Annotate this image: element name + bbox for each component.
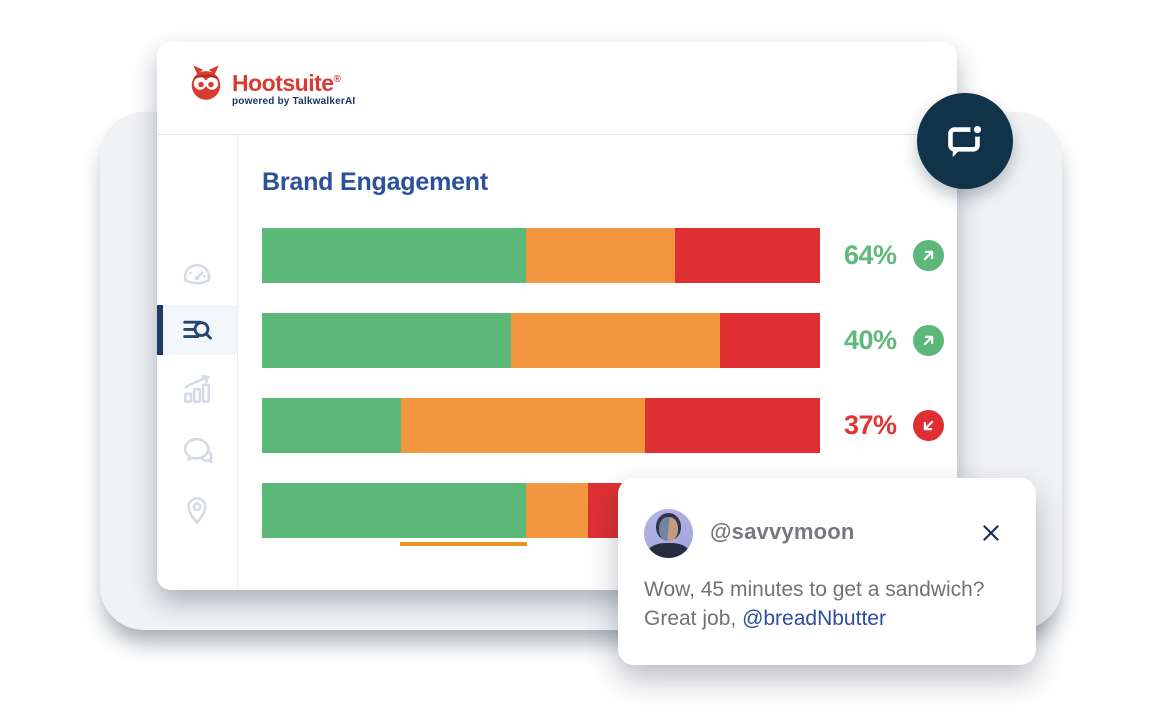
chart-bar-row: 64% xyxy=(262,228,944,283)
bar-underline-accent xyxy=(400,542,527,546)
avatar xyxy=(644,509,693,558)
sidebar-item-messages[interactable] xyxy=(157,425,237,475)
chat-bubble-icon xyxy=(948,122,985,158)
trend-icon xyxy=(913,240,944,271)
hootsuite-logo: Hootsuite® powered by TalkwalkerAI xyxy=(185,62,355,107)
username[interactable]: @savvymoon xyxy=(710,519,855,544)
sidebar-item-dashboard[interactable] xyxy=(157,250,237,300)
bar-segment-green xyxy=(262,483,526,538)
chart-bar-row: 40% xyxy=(262,313,944,368)
message-text: Wow, 45 minutes to get a sandwich? xyxy=(644,578,985,601)
close-icon xyxy=(983,525,999,541)
sidebar xyxy=(157,135,238,590)
avatar-body xyxy=(648,543,689,558)
chat-notification-badge[interactable] xyxy=(917,93,1013,189)
bar-segment-orange xyxy=(400,398,645,453)
mention-link[interactable]: @breadNbutter xyxy=(742,606,886,630)
bar-value: 64% xyxy=(844,240,897,270)
page-title: Brand Engagement xyxy=(262,168,488,196)
trend-icon xyxy=(913,410,944,441)
bar-segment-orange xyxy=(510,313,721,368)
sidebar-item-listening[interactable] xyxy=(157,305,237,355)
close-button[interactable] xyxy=(980,521,1004,545)
bar-track xyxy=(262,228,820,283)
bar-segment-red xyxy=(675,228,820,283)
gauge-icon xyxy=(183,263,211,285)
bar-chart-icon xyxy=(184,374,210,403)
notification-message: Wow, 45 minutes to get a sandwich? Great… xyxy=(644,576,1014,633)
bar-value: 40% xyxy=(844,325,897,355)
hootsuite-owl-icon xyxy=(191,65,221,100)
trend-up-arrow-icon xyxy=(923,335,934,346)
avatar-face xyxy=(659,517,678,541)
brand-name: Hootsuite® xyxy=(232,70,341,96)
bar-track xyxy=(262,313,820,368)
bar-value: 37% xyxy=(844,410,897,440)
dashboard-window: Hootsuite® powered by TalkwalkerAI xyxy=(157,42,957,590)
bar-segment-green xyxy=(262,228,526,283)
trend-icon xyxy=(913,325,944,356)
logo-text: Hootsuite® powered by TalkwalkerAI xyxy=(232,62,355,107)
chat-bubbles-icon xyxy=(183,437,213,464)
active-indicator xyxy=(157,305,163,355)
bar-segment-green xyxy=(262,398,401,453)
bar-segment-red xyxy=(644,398,820,453)
message-prefix: Great job, xyxy=(644,606,743,630)
brand-tagline: powered by TalkwalkerAI xyxy=(232,96,356,107)
registered-mark: ® xyxy=(333,74,341,85)
trend-up-arrow-icon xyxy=(923,250,934,261)
bar-segment-green xyxy=(262,313,511,368)
bar-segment-orange xyxy=(525,483,588,538)
search-list-icon xyxy=(183,320,212,340)
bar-segment-orange xyxy=(525,228,676,283)
bar-segment-red xyxy=(720,313,820,368)
trend-down-arrow-icon xyxy=(923,420,934,431)
notification-card: @savvymoon Wow, 45 minutes to get a sand… xyxy=(618,478,1036,665)
bar-track xyxy=(262,398,820,453)
chart-bar-row: 37% xyxy=(262,398,944,453)
sidebar-item-locations[interactable] xyxy=(157,486,237,536)
location-pin-icon xyxy=(187,497,207,524)
sidebar-item-analytics[interactable] xyxy=(157,364,237,414)
dashboard-header: Hootsuite® powered by TalkwalkerAI xyxy=(157,42,957,135)
chart-rows: 64% 40% 37% xyxy=(262,228,944,568)
